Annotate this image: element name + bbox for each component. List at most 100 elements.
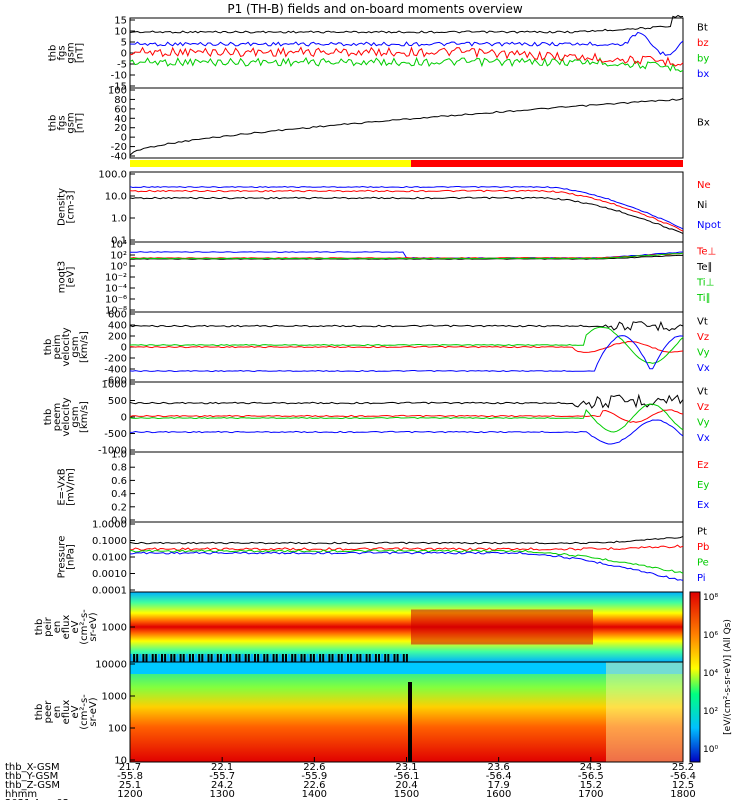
series-pt: [129, 535, 684, 545]
y-tick-label: 80: [114, 95, 127, 106]
legend-ni: Ni: [697, 200, 707, 211]
legend-vz: Vz: [697, 402, 709, 413]
ion-spectrogram: [130, 592, 683, 662]
series-ti-par: [129, 252, 684, 260]
series-npot: [129, 185, 684, 230]
x-tick-label: -56.5: [578, 771, 604, 782]
panel-frame: [129, 241, 684, 313]
legend-ne: Ne: [697, 180, 711, 191]
y-tick-label: 0.0001: [92, 586, 127, 597]
y-tick-label: 500: [108, 396, 127, 407]
ion-spectrogram-noise: [145, 654, 148, 662]
ion-spectrogram-noise: [347, 654, 349, 662]
y-axis-label-line: velocity: [61, 397, 72, 436]
electron-spectrogram: [130, 662, 683, 762]
y-axis-label-line: [km/s]: [79, 331, 90, 363]
y-axis-label-line: (cm²-s-: [79, 694, 90, 730]
series-te-perp: [129, 252, 684, 259]
ion-spectrogram-noise: [390, 654, 393, 662]
x-tick-label: -56.4: [486, 771, 512, 782]
y-tick-label: 10⁰: [110, 262, 127, 273]
ion-spectrogram-noise: [223, 654, 225, 662]
y-tick-label: 100: [108, 724, 127, 735]
legend-ex: Ex: [697, 500, 709, 511]
ion-spectrogram-noise: [235, 654, 238, 662]
ion-spectrogram-noise: [374, 654, 377, 662]
y-tick-label: 600: [108, 310, 127, 321]
series-ni: [129, 196, 684, 235]
panel-frame: [129, 87, 684, 159]
y-axis-label-line: [cm-3]: [66, 190, 77, 223]
ion-spectrogram-noise: [294, 654, 297, 662]
colorbar-tick-label: 10²: [703, 707, 718, 717]
ion-spectrogram-noise: [337, 654, 340, 662]
y-tick-label: 0: [121, 49, 127, 60]
y-tick-label: 0.0100: [92, 553, 127, 564]
ion-spectrogram-noise: [334, 654, 337, 662]
x-tick-label: 1600: [486, 789, 511, 800]
x-tick-label: 23.6: [488, 762, 510, 773]
ion-spectrogram-noise: [198, 654, 201, 662]
series-vz-ion: [129, 340, 684, 353]
y-tick-label: 1.0000: [92, 520, 127, 531]
y-tick-label: 1000: [102, 380, 127, 391]
y-axis-label-line: gsm: [70, 406, 81, 427]
legend-pi: Pi: [697, 573, 706, 584]
ion-spectrogram-noise: [247, 654, 250, 662]
panel-p3: 100.0 10.0 1.0 0.1 Density[cm-3] Ne Ni Npot: [57, 170, 721, 247]
ion-spectrogram-noise: [285, 654, 287, 662]
y-tick-label: 0.0010: [92, 569, 127, 580]
ion-spectrogram-noise: [179, 654, 182, 662]
ion-spectrogram-noise: [136, 654, 139, 662]
y-axis-label: thbfgsgsm[nT]: [48, 112, 86, 133]
ion-spectrogram-noise: [312, 654, 315, 662]
y-axis-label-line: [mV/m]: [66, 468, 77, 506]
y-axis-label-line: eflux: [61, 615, 72, 640]
ion-spectrogram-noise: [368, 654, 371, 662]
y-tick-label: 200: [108, 332, 127, 343]
y-axis-label-line: gsm: [70, 336, 81, 357]
x-tick-label: 25.1: [119, 780, 141, 791]
y-tick-label: -600: [104, 376, 127, 387]
ion-spectrogram-noise: [319, 654, 322, 662]
mode-bar-slow: [130, 160, 411, 167]
y-tick-label: 1.0: [111, 450, 127, 461]
legend-te⊥: Te⊥: [696, 246, 716, 257]
ion-spectrogram-noise: [219, 654, 222, 662]
panel-frame: [129, 451, 684, 523]
y-axis-label-line: fgs: [57, 45, 68, 60]
y-axis-label-line: [km/s]: [79, 401, 90, 433]
ion-spectrogram-noise: [266, 654, 269, 662]
ion-spectrogram-noise: [195, 654, 198, 662]
x-row-label: thb_X-GSM: [5, 762, 60, 773]
ion-spectrogram-noise: [151, 654, 154, 662]
ion-spectrogram-noise: [269, 654, 272, 662]
x-tick-label: -55.9: [301, 771, 327, 782]
ion-spectrogram-noise: [402, 654, 405, 662]
y-tick-label: 0.8: [111, 463, 127, 474]
y-tick-label: 10⁻⁴: [105, 284, 127, 295]
legend-pe: Pe: [697, 558, 709, 569]
x-tick-label: 22.6: [303, 762, 325, 773]
y-axis-label-line: [nPa]: [66, 544, 77, 570]
y-axis-label-line: thb: [43, 409, 54, 426]
series-pb: [129, 544, 684, 551]
y-axis-label-line: peer: [43, 700, 54, 724]
ion-spectrogram-noise: [381, 654, 384, 662]
ion-spectrogram-noise: [340, 654, 343, 662]
y-axis-label-line: peim: [52, 334, 63, 359]
ion-spectrogram-noise: [325, 654, 328, 662]
y-tick-label: -40: [111, 152, 127, 163]
y-axis-label-line: fgs: [57, 115, 68, 130]
legend-vt: Vt: [697, 386, 708, 397]
y-axis-label-line: en: [52, 706, 63, 719]
ion-spectrogram-noise: [170, 654, 173, 662]
ion-spectrogram-noise: [343, 654, 346, 662]
y-tick-label: 5: [121, 38, 127, 49]
y-axis-label: thbpeimvelocitygsm[km/s]: [43, 327, 90, 366]
series-bx-gse: [129, 97, 684, 156]
colorbar: [689, 591, 701, 763]
y-axis-label: thbfgsgsm[nT]: [48, 42, 86, 63]
